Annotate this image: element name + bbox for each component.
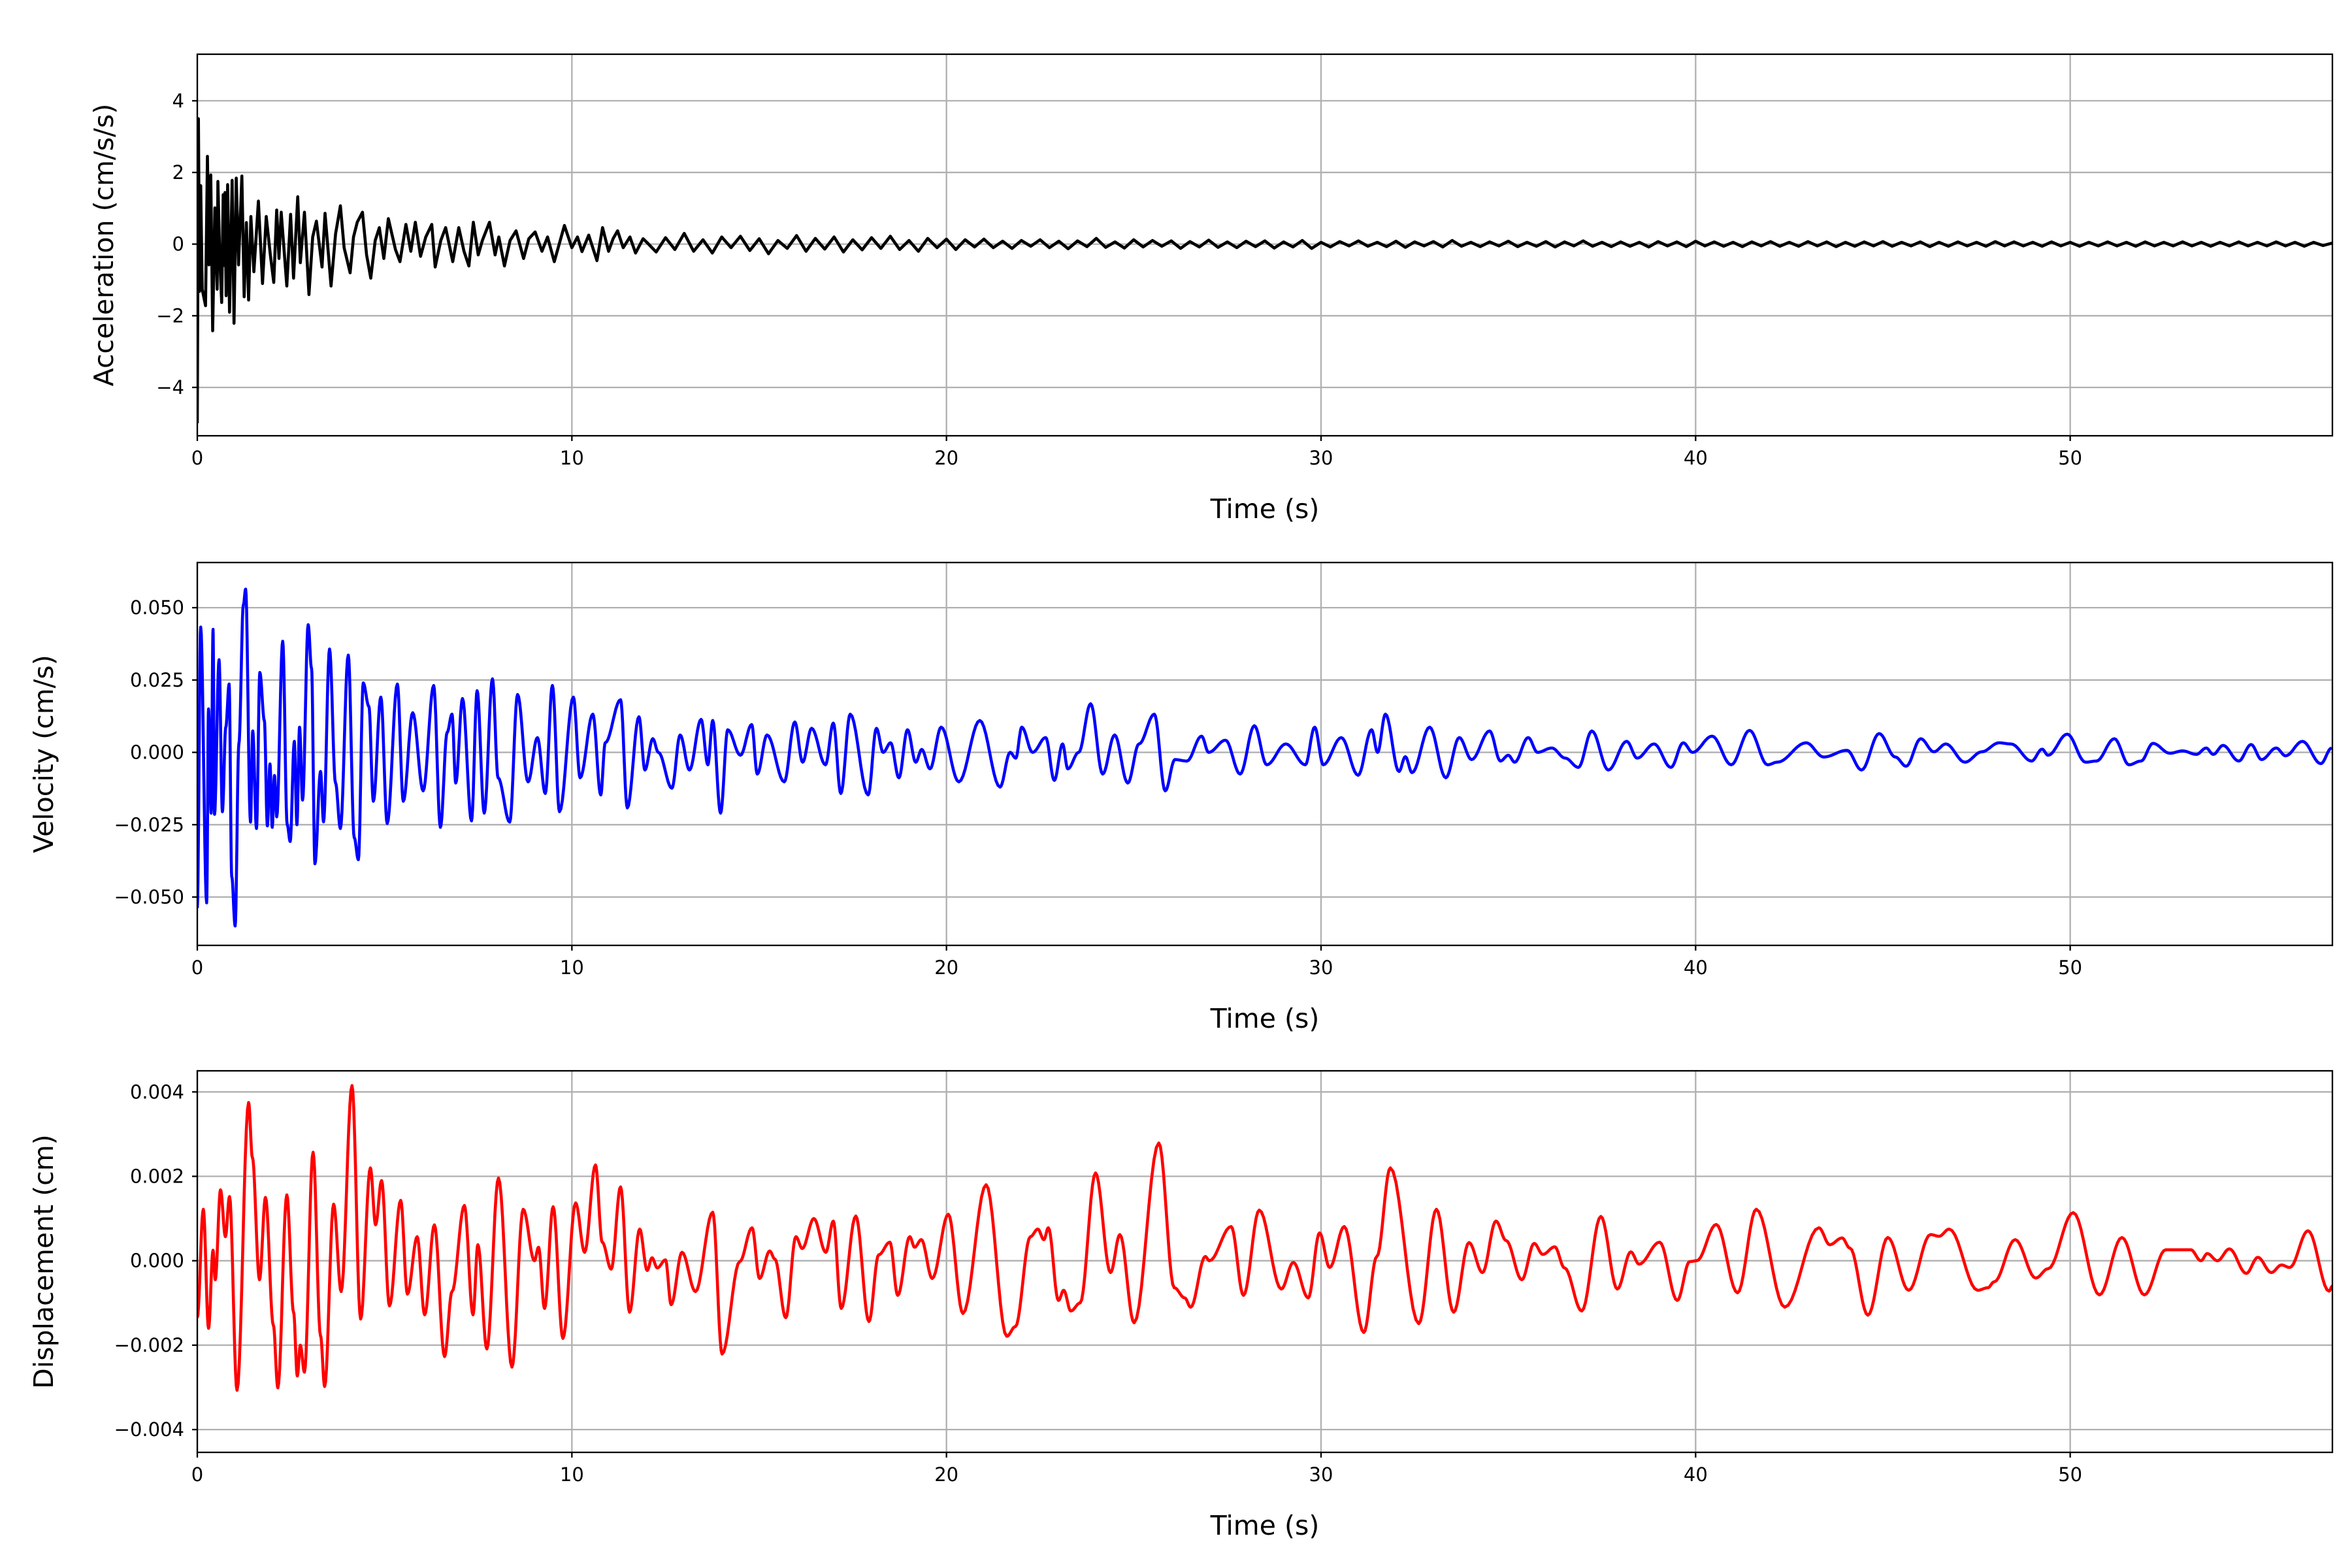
x-tick-label: 10 xyxy=(560,1463,584,1486)
y-tick-label: 0.000 xyxy=(130,742,184,764)
y-tick-label: 0.050 xyxy=(130,596,184,619)
y-tick-label: 0 xyxy=(172,233,184,255)
x-tick-label: 50 xyxy=(2058,1463,2082,1486)
y-axis-label: Displacement (cm) xyxy=(28,1134,59,1388)
acceleration-series-line xyxy=(197,117,2332,423)
x-axis-label: Time (s) xyxy=(1210,493,1320,525)
y-tick-label: −2 xyxy=(156,304,184,327)
displacement-series-line xyxy=(197,1084,2332,1392)
y-tick-label: 0.025 xyxy=(130,669,184,691)
y-tick-label: 0.002 xyxy=(130,1166,184,1188)
axes-frame xyxy=(196,53,2334,437)
y-tick-label: −0.002 xyxy=(114,1334,184,1356)
x-tick-label: 30 xyxy=(1309,956,1333,979)
velocity-subplot: 0 10 20 30 40 50 −0.050 −0.025 0.000 0.025 0.050 Ti… xyxy=(28,561,2334,1034)
velocity-series-line xyxy=(197,587,2332,928)
x-tick-label: 30 xyxy=(1309,1463,1333,1486)
displacement-subplot: 0 10 20 30 40 50 −0.004 −0.002 0.000 0.002 0.004 Ti… xyxy=(28,1070,2334,1541)
y-tick-label: 0.004 xyxy=(130,1081,184,1103)
y-tick-label: −0.004 xyxy=(114,1418,184,1441)
axes-frame xyxy=(196,561,2334,947)
x-axis-label: Time (s) xyxy=(1210,1003,1320,1034)
x-tick-label: 20 xyxy=(934,956,958,979)
y-axis-label: Velocity (cm/s) xyxy=(28,655,59,853)
acceleration-subplot: 0 10 20 30 40 50 −4 −2 0 2 4 Time (s) Acceleration (… xyxy=(88,53,2334,525)
y-tick-label: 4 xyxy=(172,90,184,112)
y-tick-label: −0.050 xyxy=(114,886,184,908)
x-tick-label: 10 xyxy=(560,447,584,469)
x-tick-label: 0 xyxy=(191,1463,203,1486)
x-tick-label: 20 xyxy=(934,447,958,469)
x-tick-label: 40 xyxy=(1684,956,1708,979)
y-tick-label: −4 xyxy=(156,376,184,399)
y-tick-label: −0.025 xyxy=(114,813,184,836)
x-tick-label: 50 xyxy=(2058,447,2082,469)
y-tick-label: 0.000 xyxy=(130,1250,184,1272)
x-tick-label: 40 xyxy=(1684,447,1708,469)
x-tick-label: 30 xyxy=(1309,447,1333,469)
x-tick-label: 20 xyxy=(934,1463,958,1486)
y-axis-label: Acceleration (cm/s/s) xyxy=(88,104,120,387)
x-tick-label: 0 xyxy=(191,447,203,469)
x-tick-label: 50 xyxy=(2058,956,2082,979)
x-tick-label: 40 xyxy=(1684,1463,1708,1486)
x-tick-label: 0 xyxy=(191,956,203,979)
x-axis-label: Time (s) xyxy=(1210,1510,1320,1541)
y-tick-label: 2 xyxy=(172,161,184,184)
x-tick-label: 10 xyxy=(560,956,584,979)
axes-frame xyxy=(196,1070,2334,1454)
